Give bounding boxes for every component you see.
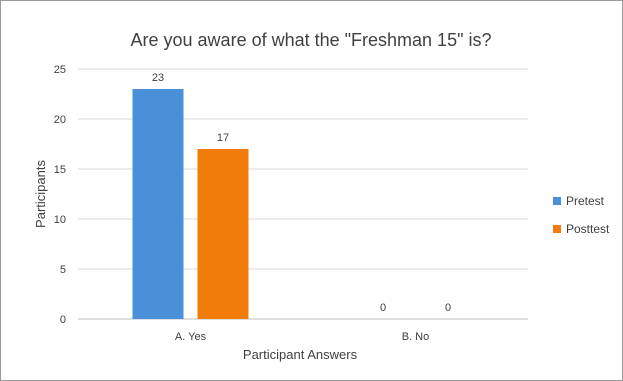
y-tick-label: 0	[60, 314, 66, 326]
legend-swatch	[553, 197, 561, 205]
data-labels: 23 17 0 0	[152, 72, 451, 314]
y-tick-label: 15	[54, 164, 66, 176]
bars	[132, 89, 249, 319]
x-tick-label: B. No	[402, 331, 430, 343]
data-label: 17	[217, 132, 229, 144]
legend: Pretest Posttest	[553, 194, 610, 236]
y-axis-title: Participants	[33, 160, 48, 228]
legend-swatch	[553, 225, 561, 233]
y-tick-label: 20	[54, 114, 66, 126]
data-label: 23	[152, 72, 164, 84]
x-tick-label: A. Yes	[175, 331, 207, 343]
data-label: 0	[445, 302, 451, 314]
legend-label: Pretest	[566, 194, 605, 208]
y-tick-label: 10	[54, 214, 66, 226]
legend-label: Posttest	[566, 222, 610, 236]
y-tick-label: 25	[54, 64, 66, 76]
x-tick-labels: A. Yes B. No	[175, 331, 429, 343]
bar-pretest-1	[132, 89, 184, 319]
chart-title: Are you aware of what the "Freshman 15" …	[131, 30, 492, 50]
data-label: 0	[380, 302, 386, 314]
bar-posttest-1	[197, 149, 249, 319]
y-tick-label: 5	[60, 264, 66, 276]
y-tick-labels: 0 5 10 15 20 25	[54, 64, 66, 326]
x-axis-title: Participant Answers	[243, 347, 358, 362]
